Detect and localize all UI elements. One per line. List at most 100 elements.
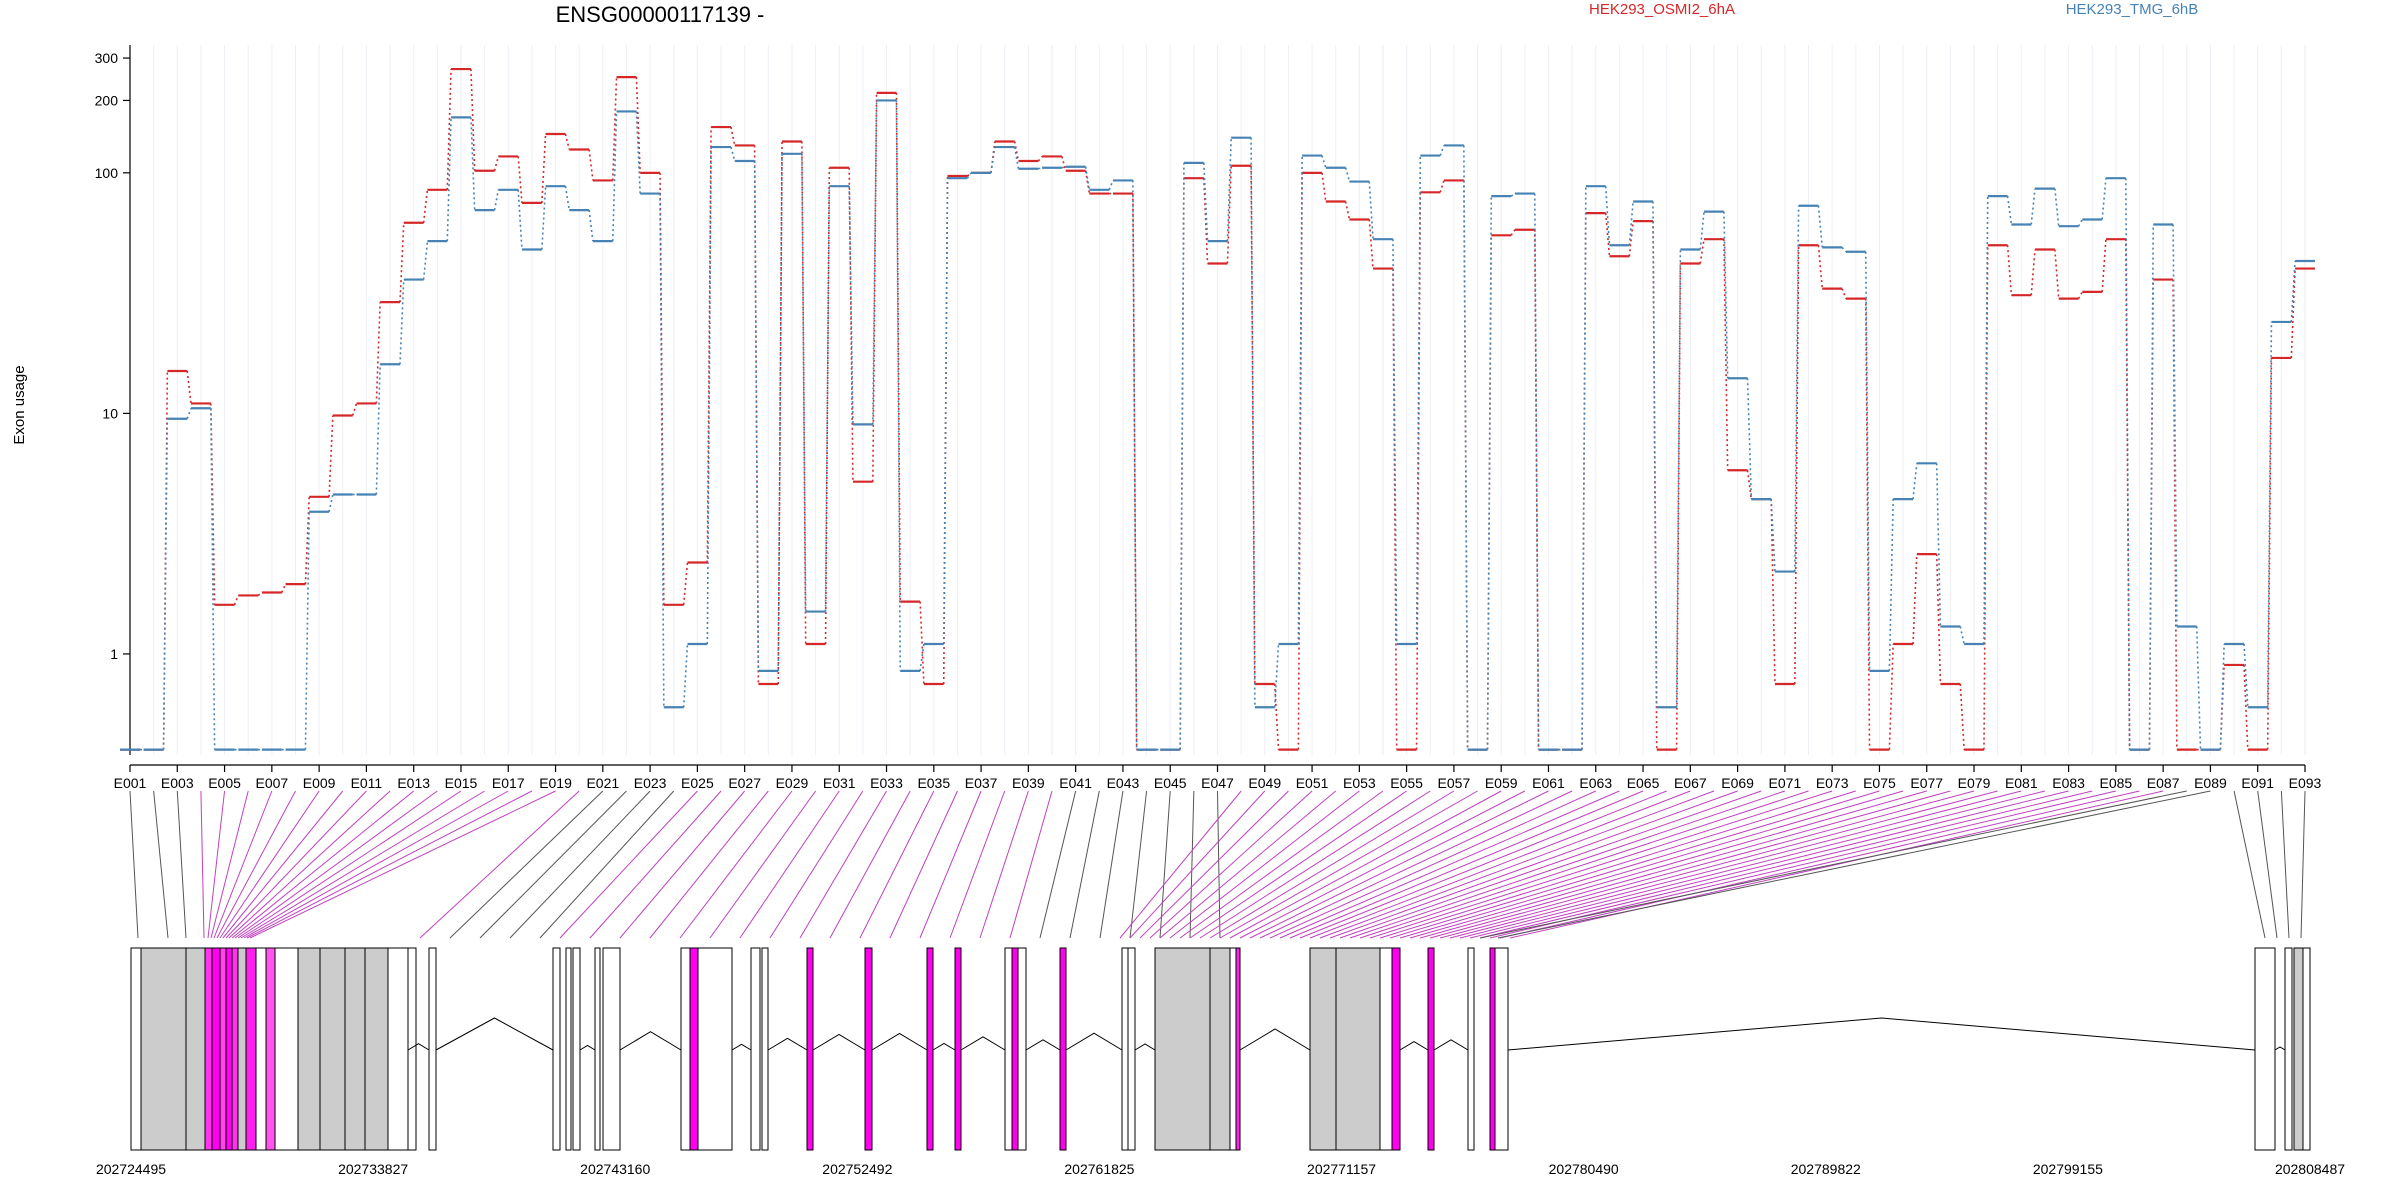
x-tick-label: E023 [634,775,667,791]
series-connector [493,189,500,211]
gene-intron [1134,1043,1156,1051]
gene-exon [407,947,417,1151]
series-connector [1770,499,1776,684]
exon-connector [1497,790,2211,939]
exon-connector [1479,790,2187,939]
x-tick-label: E075 [1863,775,1896,791]
series-connector [2101,239,2107,292]
y-axis-label: Exon usage [11,365,28,444]
series-connector [2148,224,2155,750]
exon-connector [2233,790,2266,939]
series-connector [872,100,878,425]
gene-exon [697,947,733,1151]
gene-exon [211,947,221,1151]
exon-connector [234,790,438,939]
gene-exon [140,947,187,1151]
series-connector [541,186,547,250]
series-connector [1061,165,1066,169]
series-connector [777,141,783,684]
gene-exon [1209,947,1231,1151]
gene-intron [1433,1039,1469,1051]
exon-connector [1509,790,2164,939]
exon-connector [619,790,746,939]
gene-exon [1379,947,1393,1151]
series-connector [493,156,500,171]
series-connector [1699,239,1705,264]
series-connector [588,210,594,242]
gene-exon [245,947,257,1151]
gene-exon [2302,947,2311,1151]
series-connector [848,167,854,482]
exon-connector [231,790,415,939]
gene-exon [552,947,561,1151]
gene-intron [932,1042,956,1051]
exon-connector [240,790,485,939]
series-tmg [120,99,2315,751]
series-connector [2243,664,2249,750]
x-tick-label: E039 [1012,775,1045,791]
x-tick-label: E001 [114,775,147,791]
x-tick-label: E021 [586,775,619,791]
series-connector [1604,213,1611,257]
exon-connector [1449,790,2022,939]
x-tick-label: E029 [776,775,809,791]
exon-connector [1229,790,1502,939]
series-connector [1817,205,1824,248]
series-connector [801,153,807,612]
exon-connector [1189,790,1195,939]
series-connector [919,601,925,685]
x-tick-label: E017 [492,775,525,791]
gene-intron [1399,1041,1429,1051]
exon-connector [1169,790,1360,939]
series-connector [682,643,689,708]
gene-exon [1017,947,1027,1151]
exon-connector [1279,790,1620,939]
gene-intron [2274,1046,2286,1051]
series-connector [1817,245,1824,289]
chart-title: ENSG00000117139 - [556,2,765,27]
series-connector [1935,463,1942,627]
x-tick-label: E067 [1674,775,1707,791]
series-connector [895,100,902,671]
gene-exon [344,947,366,1151]
exon-connector [2280,790,2290,939]
series-connector [966,172,972,177]
exon-connector [1239,790,1526,939]
series-connector [375,302,381,404]
exon-connector [589,790,722,939]
series-connector [328,494,334,512]
exon-connector [1369,790,1833,939]
gene-exon [594,947,601,1151]
exon-connector [200,790,205,939]
gene-intron [731,1043,752,1051]
exon-connector [176,790,187,939]
series-connector [1463,145,1469,750]
series-connector [1652,221,1658,750]
gene-exon [1127,947,1136,1151]
series-connector [422,189,429,223]
exon-connector [1129,790,1266,939]
series-connector [1628,221,1634,257]
gene-exon [1391,947,1401,1151]
gene-exon [572,947,581,1151]
series-connector [1321,172,1327,202]
series-connector [541,133,547,203]
x-tick-label: E071 [1769,775,1802,791]
exon-connector [153,790,169,939]
gene-intron [1025,1039,1061,1051]
gene-exon [130,947,142,1151]
x-tick-label: E047 [1201,775,1234,791]
series-connector [2290,260,2296,322]
series-connector [1675,263,1682,750]
series-connector [990,146,996,173]
series-connector [1344,201,1351,220]
x-tick-label: E003 [161,775,194,791]
series-connector [1084,166,1091,190]
series-connector [1486,196,1493,750]
exon-connector [1099,790,1124,939]
series-connector [682,562,689,605]
exon-connector [1289,790,1644,939]
series-connector [1912,463,1918,500]
x-tick-label: E027 [728,775,761,791]
gene-exon [225,947,233,1151]
